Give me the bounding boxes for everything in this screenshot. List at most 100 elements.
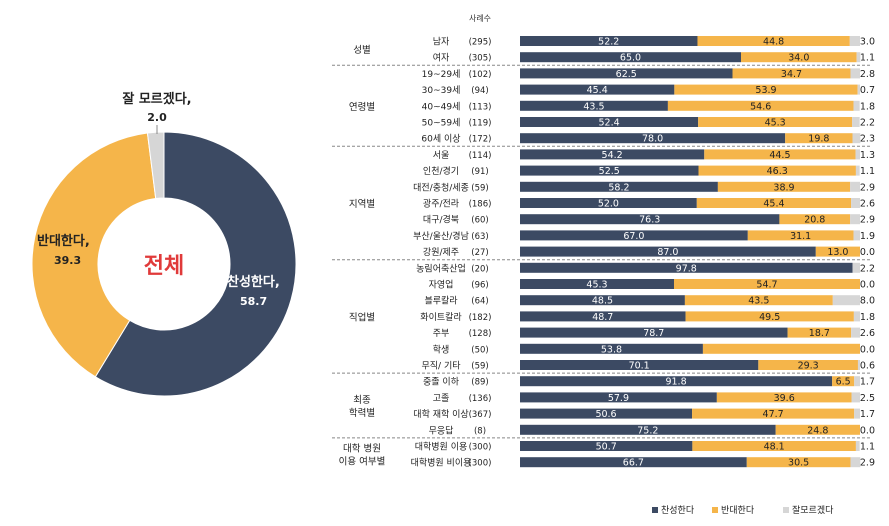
- bar-seg-15-0: [520, 279, 675, 289]
- row-label-23: 대학 재학 이상: [413, 409, 468, 420]
- bar-value-7-1: 44.5: [769, 150, 790, 161]
- group-label-3: 직업별: [349, 311, 375, 323]
- bar-value-26-1: 30.5: [788, 458, 809, 469]
- bar-seg-1-0: [520, 52, 741, 63]
- bar-value-18-1: 18.7: [809, 328, 830, 339]
- bar-value-16-0: 48.5: [592, 296, 613, 307]
- group-label-0: 성별: [353, 45, 370, 56]
- bar-value-9-1: 38.9: [773, 182, 794, 193]
- row-n-14: (20): [471, 264, 488, 274]
- bar-seg-12-2: [853, 230, 860, 241]
- bar-value-17-1: 49.5: [759, 312, 780, 323]
- bar-seg-10-2: [851, 198, 860, 208]
- bar-seg-26-2: [850, 457, 861, 468]
- bar-value-17-0: 48.7: [592, 312, 613, 323]
- row-n-0: (295): [469, 38, 492, 48]
- donut-center-title: 전체: [144, 254, 184, 279]
- bar-value-2-2: 2.8: [860, 69, 875, 80]
- bar-seg-2-0: [520, 68, 733, 79]
- bar-value-23-2: 1.7: [860, 409, 875, 420]
- bar-value-25-0: 50.7: [596, 442, 617, 453]
- row-label-0: 남자: [433, 37, 450, 48]
- bar-seg-21-1: [832, 376, 855, 387]
- bar-seg-16-1: [684, 295, 833, 306]
- donut-label-value-1: 39.3: [54, 254, 81, 267]
- row-label-26: 대학병원 비이용: [411, 458, 472, 469]
- bar-value-5-2: 2.2: [860, 118, 875, 129]
- bar-value-24-1: 24.8: [807, 425, 828, 436]
- bar-value-14-0: 97.8: [676, 263, 697, 274]
- bar-value-3-2: 0.7: [860, 85, 875, 96]
- bar-value-24-2: 0.0: [860, 425, 875, 436]
- bar-seg-23-2: [854, 408, 860, 419]
- legend-label-2: 잘모르겠다: [792, 504, 834, 516]
- bar-value-10-0: 52.0: [598, 199, 619, 210]
- legend-swatch-0: [652, 507, 658, 513]
- row-label-7: 서울: [433, 150, 450, 161]
- row-n-8: (91): [471, 167, 488, 177]
- bar-value-11-0: 76.3: [639, 215, 660, 226]
- bar-seg-16-2: [832, 295, 860, 306]
- row-n-21: (89): [471, 378, 488, 388]
- bar-seg-14-2: [852, 262, 860, 273]
- row-label-25: 대학병원 이용: [415, 442, 468, 453]
- row-n-23: (367): [469, 410, 492, 420]
- bar-seg-5-0: [520, 117, 699, 127]
- bar-seg-13-0: [520, 246, 816, 257]
- bar-value-20-2: 0.6: [860, 361, 875, 372]
- bar-value-4-2: 1.8: [860, 101, 875, 112]
- bar-seg-6-1: [785, 133, 853, 144]
- row-label-16: 블루칼라: [424, 296, 458, 307]
- row-n-5: (119): [469, 119, 492, 129]
- bar-value-18-0: 78.7: [643, 328, 664, 339]
- bar-seg-19-0: [520, 343, 703, 354]
- bar-value-15-2: 0.0: [860, 280, 875, 291]
- legend-label-0: 찬성한다: [661, 505, 695, 516]
- bar-value-21-0: 91.8: [665, 377, 686, 388]
- bar-value-13-2: 0.0: [860, 247, 875, 258]
- row-label-14: 농림어축산업: [416, 262, 466, 274]
- row-label-4: 40~49세: [422, 101, 461, 112]
- bar-seg-24-0: [520, 424, 776, 435]
- bar-seg-0-0: [520, 36, 698, 46]
- row-label-3: 30~39세: [422, 85, 461, 96]
- row-label-10: 광주/전라: [423, 198, 460, 210]
- bar-seg-7-0: [520, 149, 705, 160]
- bar-seg-23-0: [520, 408, 693, 419]
- group-label-1: 연령별: [349, 101, 375, 113]
- bar-value-22-0: 57.9: [608, 393, 629, 404]
- bar-value-22-1: 39.6: [774, 393, 795, 404]
- donut-slice-1: [31, 132, 157, 378]
- row-label-5: 50~59세: [422, 118, 461, 129]
- bar-seg-3-2: [857, 84, 860, 95]
- bar-value-8-2: 1.1: [860, 166, 875, 177]
- bar-seg-26-0: [520, 457, 747, 468]
- bar-seg-12-1: [747, 230, 854, 241]
- bar-seg-3-0: [520, 84, 675, 95]
- row-n-3: (94): [471, 86, 488, 96]
- group-label-2: 지역별: [349, 199, 375, 210]
- bar-value-24-0: 75.2: [637, 425, 658, 436]
- bar-seg-14-0: [520, 262, 853, 273]
- bar-value-10-1: 45.4: [763, 199, 784, 210]
- row-label-13: 강원/제주: [423, 247, 459, 258]
- row-n-18: (128): [469, 329, 492, 339]
- donut-slice-2: [146, 131, 165, 200]
- bar-seg-11-2: [850, 214, 860, 225]
- bar-seg-20-0: [520, 360, 759, 370]
- bar-seg-22-2: [851, 392, 860, 403]
- bar-value-26-2: 2.9: [860, 458, 875, 469]
- donut-slice-0: [94, 131, 297, 397]
- bar-seg-8-1: [698, 165, 856, 176]
- bar-value-7-2: 1.3: [860, 150, 875, 161]
- bar-value-6-1: 19.8: [808, 134, 829, 145]
- group-label-5: 대학 병원: [343, 444, 381, 455]
- bar-seg-9-2: [850, 181, 860, 192]
- row-n-1: (305): [469, 54, 492, 64]
- bar-value-15-0: 45.3: [586, 280, 607, 291]
- bar-value-23-1: 47.7: [763, 409, 784, 420]
- bar-value-19-2: 0.0: [860, 344, 875, 355]
- row-n-7: (114): [469, 151, 492, 161]
- row-label-17: 화이트칼라: [420, 312, 462, 323]
